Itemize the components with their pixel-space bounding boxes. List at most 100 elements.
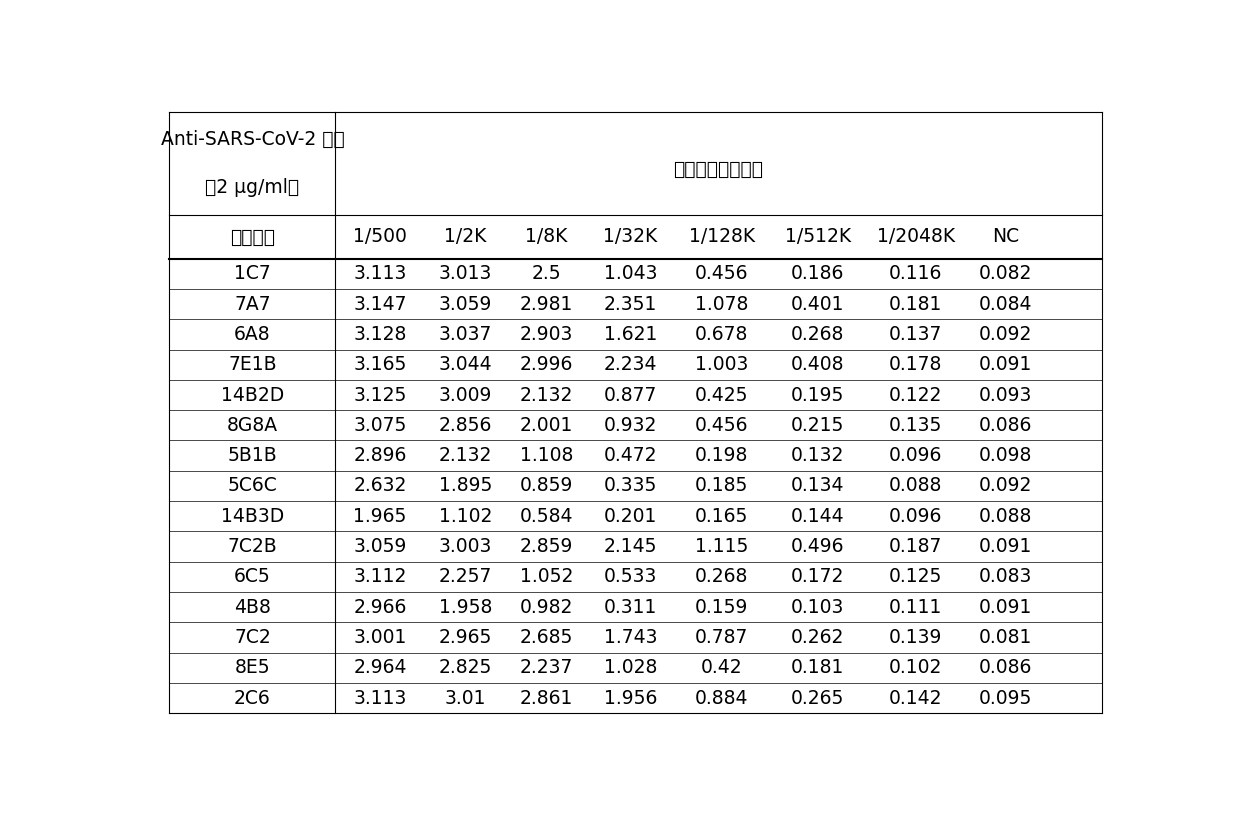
Text: 0.198: 0.198 <box>696 446 749 465</box>
Text: NC: NC <box>992 227 1019 247</box>
Text: 2C6: 2C6 <box>234 689 270 708</box>
Text: 2.964: 2.964 <box>353 659 407 677</box>
Text: 6A8: 6A8 <box>234 325 270 344</box>
Text: 0.533: 0.533 <box>604 567 657 587</box>
Text: 1/512K: 1/512K <box>785 227 851 247</box>
Text: 0.401: 0.401 <box>791 295 844 314</box>
Text: 1.108: 1.108 <box>520 446 573 465</box>
Text: 0.215: 0.215 <box>791 416 844 435</box>
Text: 8E5: 8E5 <box>234 659 270 677</box>
Text: 14B2D: 14B2D <box>221 386 284 404</box>
Text: 0.137: 0.137 <box>889 325 942 344</box>
Text: 2.234: 2.234 <box>604 355 657 374</box>
Text: 1.743: 1.743 <box>604 628 657 647</box>
Text: 0.122: 0.122 <box>889 386 942 404</box>
Text: 0.092: 0.092 <box>978 476 1032 495</box>
Text: 2.996: 2.996 <box>520 355 573 374</box>
Text: 0.181: 0.181 <box>889 295 942 314</box>
Text: 2.856: 2.856 <box>439 416 492 435</box>
Text: 0.144: 0.144 <box>791 507 844 526</box>
Text: 2.965: 2.965 <box>439 628 492 647</box>
Text: 0.096: 0.096 <box>889 446 942 465</box>
Text: 0.111: 0.111 <box>889 598 942 617</box>
Text: 0.093: 0.093 <box>978 386 1032 404</box>
Text: 3.113: 3.113 <box>353 689 407 708</box>
Text: 酶标抗原稀释倍数: 酶标抗原稀释倍数 <box>673 160 764 180</box>
Text: 2.237: 2.237 <box>520 659 573 677</box>
Text: 0.102: 0.102 <box>889 659 942 677</box>
Text: 1.078: 1.078 <box>696 295 749 314</box>
Text: 1/500: 1/500 <box>353 227 407 247</box>
Text: 0.081: 0.081 <box>978 628 1032 647</box>
Text: 2.685: 2.685 <box>520 628 573 647</box>
Text: 2.632: 2.632 <box>353 476 407 495</box>
Text: 0.185: 0.185 <box>696 476 749 495</box>
Text: 0.584: 0.584 <box>520 507 573 526</box>
Text: 5C6C: 5C6C <box>227 476 278 495</box>
Text: 抗体克隆: 抗体克隆 <box>229 227 275 247</box>
Text: 0.859: 0.859 <box>520 476 573 495</box>
Text: 0.178: 0.178 <box>889 355 942 374</box>
Text: 0.083: 0.083 <box>978 567 1032 587</box>
Text: 3.165: 3.165 <box>353 355 407 374</box>
Text: 3.147: 3.147 <box>353 295 407 314</box>
Text: 0.787: 0.787 <box>696 628 749 647</box>
Text: 1.895: 1.895 <box>439 476 492 495</box>
Text: 3.059: 3.059 <box>353 537 407 556</box>
Text: 3.113: 3.113 <box>353 264 407 283</box>
Text: 3.112: 3.112 <box>353 567 407 587</box>
Text: 0.142: 0.142 <box>889 689 942 708</box>
Text: 0.135: 0.135 <box>889 416 942 435</box>
Text: 0.159: 0.159 <box>696 598 749 617</box>
Text: 1.003: 1.003 <box>696 355 749 374</box>
Text: 2.859: 2.859 <box>520 537 573 556</box>
Text: 0.268: 0.268 <box>791 325 844 344</box>
Text: 0.884: 0.884 <box>694 689 749 708</box>
Text: 0.408: 0.408 <box>791 355 844 374</box>
Text: 0.086: 0.086 <box>978 416 1032 435</box>
Text: 1.965: 1.965 <box>353 507 407 526</box>
Text: 3.001: 3.001 <box>353 628 407 647</box>
Text: 2.5: 2.5 <box>532 264 562 283</box>
Text: 0.095: 0.095 <box>978 689 1032 708</box>
Text: 0.091: 0.091 <box>978 598 1032 617</box>
Text: 2.145: 2.145 <box>604 537 657 556</box>
Text: 2.001: 2.001 <box>520 416 573 435</box>
Text: 0.096: 0.096 <box>889 507 942 526</box>
Text: 3.013: 3.013 <box>439 264 492 283</box>
Text: 1.621: 1.621 <box>604 325 657 344</box>
Text: 0.132: 0.132 <box>791 446 844 465</box>
Text: 0.42: 0.42 <box>701 659 743 677</box>
Text: 0.139: 0.139 <box>889 628 942 647</box>
Text: 2.966: 2.966 <box>353 598 407 617</box>
Text: 0.472: 0.472 <box>604 446 657 465</box>
Text: 0.187: 0.187 <box>889 537 942 556</box>
Text: 14B3D: 14B3D <box>221 507 284 526</box>
Text: 0.116: 0.116 <box>889 264 942 283</box>
Text: 0.877: 0.877 <box>604 386 657 404</box>
Text: 0.084: 0.084 <box>978 295 1033 314</box>
Text: 8G8A: 8G8A <box>227 416 278 435</box>
Text: 2.132: 2.132 <box>520 386 573 404</box>
Text: 0.092: 0.092 <box>978 325 1032 344</box>
Text: 2.132: 2.132 <box>439 446 492 465</box>
Text: 7A7: 7A7 <box>234 295 270 314</box>
Text: 0.456: 0.456 <box>694 416 749 435</box>
Text: 3.059: 3.059 <box>439 295 492 314</box>
Text: 0.088: 0.088 <box>889 476 942 495</box>
Text: Anti-SARS-CoV-2 抗体: Anti-SARS-CoV-2 抗体 <box>160 130 345 150</box>
Text: 2.351: 2.351 <box>604 295 657 314</box>
Text: 0.098: 0.098 <box>978 446 1032 465</box>
Text: 2.861: 2.861 <box>520 689 573 708</box>
Text: 0.086: 0.086 <box>978 659 1032 677</box>
Text: 0.134: 0.134 <box>791 476 844 495</box>
Text: 1.043: 1.043 <box>604 264 657 283</box>
Text: 0.262: 0.262 <box>791 628 844 647</box>
Text: 0.496: 0.496 <box>791 537 844 556</box>
Text: 0.268: 0.268 <box>696 567 749 587</box>
Text: （2 μg/ml）: （2 μg/ml） <box>206 178 299 197</box>
Text: 2.896: 2.896 <box>353 446 407 465</box>
Text: 3.128: 3.128 <box>353 325 407 344</box>
Text: 2.903: 2.903 <box>520 325 573 344</box>
Text: 0.335: 0.335 <box>604 476 657 495</box>
